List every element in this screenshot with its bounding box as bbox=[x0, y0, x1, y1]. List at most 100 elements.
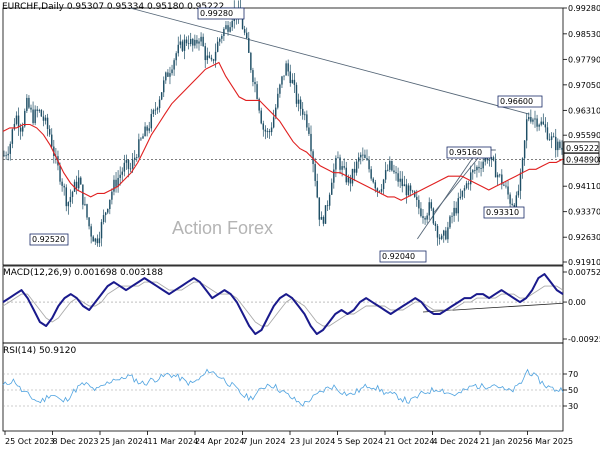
candle-body bbox=[320, 216, 323, 220]
candle-body bbox=[503, 184, 505, 186]
candle-body bbox=[117, 177, 119, 187]
candle-body bbox=[109, 199, 111, 209]
macd-header: MACD(12,26,9) 0.001698 0.003188 bbox=[3, 268, 163, 278]
candle-body bbox=[156, 108, 159, 110]
candle-body bbox=[333, 169, 335, 183]
candle-body bbox=[248, 38, 250, 53]
candle-body bbox=[163, 80, 165, 93]
annotation-box bbox=[29, 233, 69, 246]
candle-body bbox=[438, 237, 441, 239]
candle-body bbox=[254, 82, 256, 85]
annotation-box bbox=[483, 206, 525, 219]
candle-body bbox=[82, 184, 84, 205]
price-y-tick-label: 0.99280 bbox=[568, 4, 600, 13]
annotation-label: 0.92040 bbox=[382, 252, 415, 261]
candle-body bbox=[26, 97, 28, 111]
candle-body bbox=[312, 151, 314, 165]
candle-body bbox=[544, 124, 547, 128]
candle-body bbox=[69, 196, 72, 203]
candle-body bbox=[432, 208, 435, 224]
trend-line bbox=[433, 149, 485, 213]
candle-body bbox=[169, 73, 171, 77]
candle-body bbox=[173, 60, 175, 70]
candle-body bbox=[308, 127, 310, 134]
candle-body bbox=[391, 160, 393, 171]
candle-body bbox=[67, 202, 70, 207]
candle-body bbox=[121, 171, 123, 175]
candle-body bbox=[538, 124, 540, 127]
watermark: Action Forex bbox=[172, 218, 273, 238]
candle-body bbox=[287, 63, 289, 72]
candle-body bbox=[499, 174, 501, 176]
candle-body bbox=[250, 52, 252, 71]
candle-body bbox=[119, 174, 121, 178]
candle-body bbox=[208, 55, 211, 58]
rsi-line bbox=[2, 368, 564, 407]
candle-body bbox=[152, 110, 155, 115]
candle-body bbox=[453, 207, 455, 216]
trend-line bbox=[130, 7, 530, 115]
candle-body bbox=[102, 215, 105, 223]
candle-body bbox=[507, 186, 509, 195]
rsi-header: RSI(14) 50.9120 bbox=[3, 346, 77, 356]
candle-body bbox=[424, 218, 426, 220]
candle-body bbox=[420, 208, 422, 217]
candle-body bbox=[75, 181, 78, 189]
candle-body bbox=[71, 191, 74, 197]
candle-body bbox=[357, 157, 360, 162]
candle-body bbox=[324, 205, 327, 224]
price-y-tick-label: 0.92630 bbox=[568, 233, 600, 242]
candle-body bbox=[36, 109, 38, 111]
candle-body bbox=[268, 131, 271, 133]
candle-body bbox=[370, 169, 372, 179]
candle-body bbox=[559, 141, 561, 148]
macd-y-tick-label: 0.00 bbox=[568, 298, 586, 307]
candle-body bbox=[181, 41, 184, 51]
candle-body bbox=[314, 164, 316, 181]
candle-body bbox=[227, 25, 229, 32]
candle-body bbox=[449, 216, 451, 228]
candle-body bbox=[61, 181, 63, 186]
candle-body bbox=[552, 136, 555, 138]
candle-body bbox=[534, 118, 536, 120]
candle-body bbox=[436, 225, 439, 238]
candle-body bbox=[223, 28, 225, 36]
candle-body bbox=[185, 39, 188, 44]
candle-body bbox=[488, 159, 491, 161]
candle-body bbox=[525, 119, 528, 141]
candle-body bbox=[428, 202, 430, 216]
candle-body bbox=[455, 207, 457, 214]
x-tick-label: 23 Jul 2024 bbox=[290, 437, 335, 446]
price-pane-frame bbox=[2, 7, 564, 266]
candle-body bbox=[362, 154, 364, 156]
candle-body bbox=[59, 165, 61, 182]
candle-body bbox=[24, 110, 26, 127]
candle-body bbox=[160, 92, 163, 100]
candle-body bbox=[266, 131, 269, 132]
candle-body bbox=[34, 109, 36, 124]
candle-body bbox=[115, 179, 117, 187]
candle-body bbox=[158, 99, 161, 109]
candle-body bbox=[451, 215, 453, 217]
candle-body bbox=[430, 202, 433, 209]
candle-body bbox=[63, 185, 65, 188]
candle-body bbox=[393, 170, 395, 173]
candle-body bbox=[289, 71, 291, 84]
candle-body bbox=[131, 159, 134, 169]
annotation-box bbox=[197, 7, 245, 20]
candle-body bbox=[94, 238, 97, 242]
candle-body bbox=[540, 121, 542, 125]
candle-body bbox=[463, 188, 466, 191]
candle-body bbox=[337, 157, 339, 159]
price-header: EURCHF,Daily 0.95307 0.95334 0.95180 0.9… bbox=[2, 2, 224, 12]
rsi-y-tick-label: 50 bbox=[568, 386, 578, 395]
candle-body bbox=[492, 157, 495, 161]
candle-body bbox=[9, 143, 11, 154]
x-tick-label: 7 Jun 2024 bbox=[243, 437, 286, 446]
candle-body bbox=[331, 182, 333, 195]
candle-body bbox=[523, 140, 526, 159]
candle-body bbox=[515, 195, 518, 210]
candle-body bbox=[133, 157, 136, 160]
candle-body bbox=[86, 204, 88, 218]
